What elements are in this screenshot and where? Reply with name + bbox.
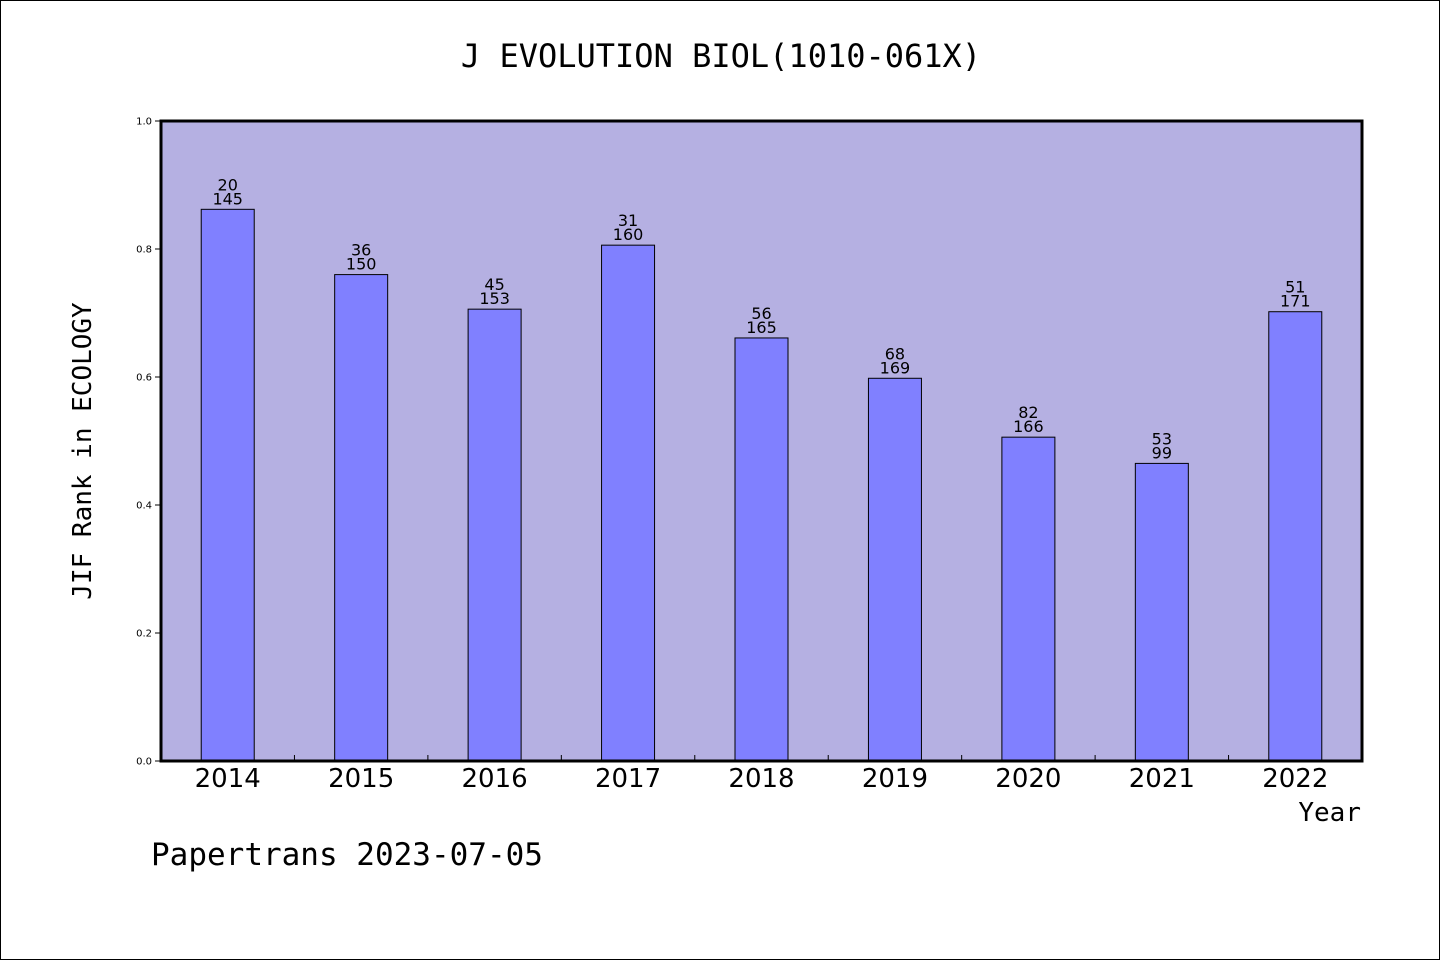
bar-total-label: 99: [1152, 443, 1172, 462]
plot-border: [159, 119, 1364, 763]
bar-2017: [601, 244, 656, 762]
y-tick-label: 1.0: [136, 117, 152, 128]
bars-layer: [200, 208, 1323, 762]
y-tick-label: 0.8: [136, 245, 152, 256]
bar-2016: [467, 308, 522, 762]
x-tick-label: 2016: [462, 764, 528, 794]
bar-total-label: 153: [479, 289, 510, 308]
bar-total-label: 165: [746, 318, 777, 337]
bar-2020: [1001, 436, 1056, 762]
bar-2019: [867, 377, 922, 762]
bar-rank-label: 53: [1152, 429, 1172, 448]
bar-total-label: 169: [880, 358, 911, 377]
bar-rank-label: 45: [484, 275, 504, 294]
x-tick-label: 2022: [1262, 764, 1328, 794]
y-tick-label: 0.4: [136, 501, 152, 512]
bar-2022: [1268, 311, 1323, 762]
chart-title: J EVOLUTION BIOL(1010-061X): [461, 37, 981, 75]
x-tick-label: 2020: [995, 764, 1061, 794]
bar-2018: [734, 337, 789, 762]
x-tick-label: 2017: [595, 764, 661, 794]
bar-rank-label: 31: [618, 211, 638, 230]
x-tick-label: 2014: [195, 764, 261, 794]
x-tick-label: 2015: [328, 764, 394, 794]
bar-total-label: 166: [1013, 417, 1044, 436]
x-axis-label: Year: [1298, 798, 1361, 828]
bar-rank-label: 68: [885, 344, 905, 363]
footer-text: Papertrans 2023-07-05: [151, 837, 543, 873]
x-tick-label: 2018: [728, 764, 794, 794]
x-tick-label: 2019: [862, 764, 928, 794]
bar-2015: [334, 274, 389, 762]
bar-rank-label: 82: [1018, 403, 1038, 422]
bar-rank-label: 51: [1285, 278, 1305, 297]
bar-rank-label: 36: [351, 241, 371, 260]
y-tick-label: 0.0: [136, 757, 152, 768]
y-tick-label: 0.2: [136, 629, 152, 640]
bar-total-label: 160: [613, 225, 644, 244]
x-tick-label: 2021: [1129, 764, 1195, 794]
x-axis: 2014 2015 2016 2017 2018 2019 2020 2021 2022: [195, 755, 1328, 794]
y-axis-label: JIF Rank in ECOLOGY: [68, 302, 98, 600]
bar-2021: [1134, 462, 1189, 762]
bar-rank-label: 20: [218, 175, 238, 194]
bar-2014: [200, 208, 255, 762]
bar-rank-label: 56: [751, 304, 771, 323]
y-tick-label: 0.6: [136, 373, 152, 384]
bar-total-label: 171: [1280, 292, 1311, 311]
bar-total-label: 150: [346, 255, 377, 274]
bar-total-label: 145: [212, 189, 243, 208]
y-axis: 0.0 0.2 0.4 0.6 0.8 1.0: [136, 117, 161, 768]
